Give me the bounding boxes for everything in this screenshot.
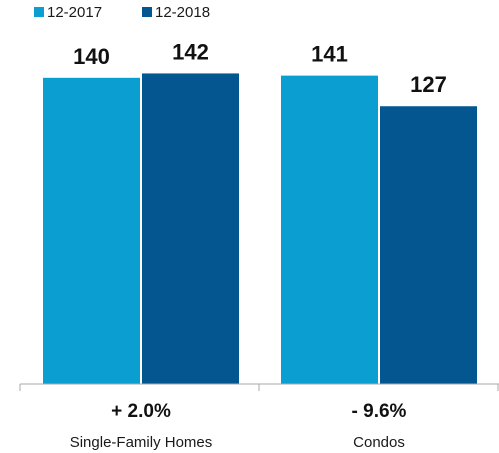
bar-condos-2017 — [281, 75, 378, 384]
legend-label-2017: 12-2017 — [47, 4, 102, 21]
bar-single-family-2017 — [43, 77, 140, 384]
bar-single-family-2018 — [142, 73, 239, 385]
value-label-single-family-2017: 140 — [73, 44, 110, 69]
category-label-single-family: Single-Family Homes — [70, 434, 213, 451]
bar-condos-2018 — [380, 106, 477, 384]
legend-swatch-2017 — [34, 7, 44, 17]
x-axis — [19, 383, 499, 391]
value-label-condos-2018: 127 — [410, 72, 447, 97]
change-label-single-family: + 2.0% — [111, 401, 171, 422]
category-label-condos: Condos — [353, 434, 405, 451]
change-label-condos: - 9.6% — [352, 401, 407, 422]
legend-swatch-2018 — [142, 7, 152, 17]
value-label-condos-2017: 141 — [311, 42, 348, 67]
value-label-single-family-2018: 142 — [172, 39, 209, 64]
legend: 12-2017 12-2018 — [34, 4, 210, 21]
legend-label-2018: 12-2018 — [155, 4, 210, 21]
